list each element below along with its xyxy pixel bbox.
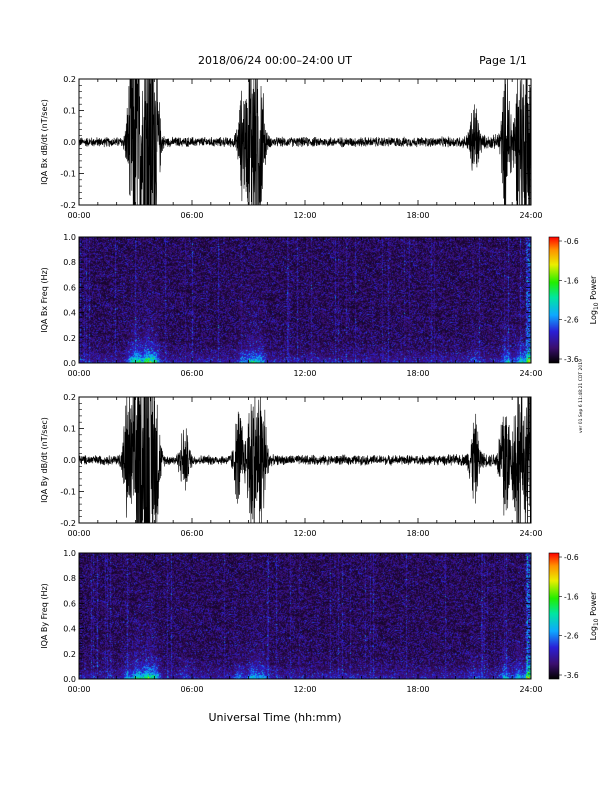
bx-axis-ticks: 00:00 06:00 12:00 18:00 24:00 -0.2 -0.1 0.0 0.1 0… <box>60 75 542 220</box>
colorbar-tick-label: -0.6 <box>564 237 579 246</box>
colorbar-tick-label: -3.6 <box>564 355 579 364</box>
colorbar-tick-label: -3.6 <box>564 671 579 680</box>
y-tick-label: -0.2 <box>60 201 76 210</box>
by-axis-ticks: 00:00 06:00 12:00 18:00 24:00 -0.2 -0.1 0.0 0.1 0… <box>60 393 542 538</box>
panel-by-spectrogram: 00:00 06:00 12:00 18:00 24:00 0.0 0.2 0.4 0.6 0.8… <box>40 549 600 694</box>
y-tick-label: 1.0 <box>63 549 76 558</box>
y-tick-label: 0.1 <box>63 425 76 434</box>
y-tick-label: 0.4 <box>63 625 76 634</box>
x-tick-label: 18:00 <box>406 685 429 694</box>
colorbar-bx: -0.6 -1.6 -2.6 -3.6 Log10 Power <box>548 236 600 364</box>
colorbar-scale <box>548 236 560 364</box>
by-spectrogram-image <box>79 553 531 679</box>
x-tick-label: 06:00 <box>180 369 203 378</box>
x-tick-label: 24:00 <box>519 369 542 378</box>
y-tick-label: 0.8 <box>63 574 76 583</box>
y-tick-label: 0.1 <box>63 107 76 116</box>
x-tick-label: 12:00 <box>293 529 316 538</box>
bx-freq-ylabel: IQA Bx Freq (Hz) <box>40 267 49 333</box>
page-number: Page 1/1 <box>479 54 527 67</box>
panel-by-timeseries: 00:00 06:00 12:00 18:00 24:00 -0.2 -0.1 0.0 0.1 0… <box>40 393 543 538</box>
y-tick-label: 0.0 <box>63 138 76 147</box>
by-freq-ylabel: IQA By Freq (Hz) <box>40 583 49 649</box>
y-tick-label: 0.2 <box>63 650 76 659</box>
y-tick-label: 0.2 <box>63 393 76 402</box>
x-tick-label: 00:00 <box>67 685 90 694</box>
bx-freq-axis-ticks: 00:00 06:00 12:00 18:00 24:00 0.0 0.2 0.4 0.6 0.8… <box>63 233 542 378</box>
x-tick-label: 24:00 <box>519 211 542 220</box>
x-tick-label: 00:00 <box>67 369 90 378</box>
y-tick-label: 0.6 <box>63 599 76 608</box>
x-tick-label: 06:00 <box>180 529 203 538</box>
y-tick-label: 0.2 <box>63 334 76 343</box>
colorbar-tick-label: -2.6 <box>564 316 579 325</box>
colorbar-tick-label: -1.6 <box>564 592 579 601</box>
x-tick-label: 12:00 <box>293 685 316 694</box>
colorbar-scale <box>548 552 560 680</box>
colorbar-label: Log10 Power <box>589 275 600 324</box>
by-trace <box>79 397 531 523</box>
x-tick-label: 18:00 <box>406 211 429 220</box>
by-ylabel: IQA By dB/dt (nT/sec) <box>40 417 49 503</box>
series-line <box>79 397 531 523</box>
version-note: ver 01 Sep 6 11:48:21 CDT 2019 <box>578 359 584 433</box>
bx-spectrogram-image <box>79 237 531 363</box>
bx-trace <box>79 79 531 205</box>
x-tick-label: 24:00 <box>519 685 542 694</box>
figure-title: 2018/06/24 00:00–24:00 UT <box>198 54 352 67</box>
x-tick-label: 12:00 <box>293 369 316 378</box>
y-tick-label: 0.0 <box>63 456 76 465</box>
colorbar-tick-label: -2.6 <box>564 632 579 641</box>
y-tick-label: -0.2 <box>60 519 76 528</box>
y-tick-label: 0.0 <box>63 675 76 684</box>
colorbar-label: Log10 Power <box>589 591 600 640</box>
colorbar-by: -0.6 -1.6 -2.6 -3.6 Log10 Power <box>548 552 600 680</box>
y-tick-label: -0.1 <box>60 488 76 497</box>
panel-bx-spectrogram: 00:00 06:00 12:00 18:00 24:00 0.0 0.2 0.4 0.6 0.8… <box>40 233 600 378</box>
y-tick-label: 1.0 <box>63 233 76 242</box>
x-tick-label: 24:00 <box>519 529 542 538</box>
x-tick-label: 18:00 <box>406 369 429 378</box>
y-tick-label: 0.6 <box>63 283 76 292</box>
bx-ylabel: IQA Bx dB/dt (nT/sec) <box>40 99 49 185</box>
x-tick-label: 00:00 <box>67 211 90 220</box>
x-tick-label: 12:00 <box>293 211 316 220</box>
x-tick-label: 18:00 <box>406 529 429 538</box>
colorbar-tick-label: -1.6 <box>564 276 579 285</box>
x-tick-label: 06:00 <box>180 211 203 220</box>
x-tick-label: 00:00 <box>67 529 90 538</box>
y-tick-label: 0.2 <box>63 75 76 84</box>
y-tick-label: 0.0 <box>63 359 76 368</box>
x-tick-label: 06:00 <box>180 685 203 694</box>
y-tick-label: 0.4 <box>63 309 76 318</box>
y-tick-label: -0.1 <box>60 170 76 179</box>
panel-bx-timeseries: 00:00 06:00 12:00 18:00 24:00 -0.2 -0.1 0.0 0.1 0… <box>40 75 543 220</box>
by-freq-axis-ticks: 00:00 06:00 12:00 18:00 24:00 0.0 0.2 0.4 0.6 0.8… <box>63 549 542 694</box>
x-axis-label: Universal Time (hh:mm) <box>209 711 342 724</box>
colorbar-tick-label: -0.6 <box>564 553 579 562</box>
y-tick-label: 0.8 <box>63 258 76 267</box>
series-line <box>79 79 531 205</box>
